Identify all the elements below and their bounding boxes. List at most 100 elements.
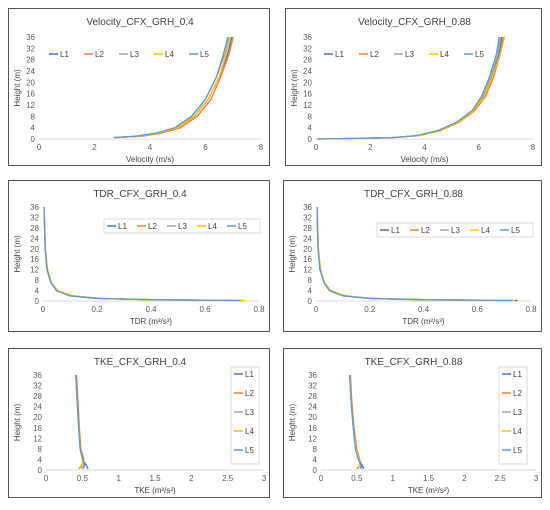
y-tick-label: 20 [308, 413, 317, 422]
chart-panel-tdr-0-4: TDR_CFX_GRH_0.4 0 4 8 12 16 20 24 28 32 36 0 0.2 0.4 0… [8, 180, 270, 332]
y-tick-label: 36 [33, 371, 42, 380]
series-line-l5 [113, 36, 229, 139]
legend-label: L5 [513, 446, 522, 455]
series-line-l5 [43, 206, 241, 302]
chart-legend: L1 L2 L3 L4 L5 [376, 222, 534, 238]
legend-label: L3 [130, 50, 139, 59]
x-tick-label: 0 [44, 474, 49, 483]
y-tick-label: 28 [303, 224, 312, 233]
x-tick-label: 0 [37, 143, 42, 152]
y-tick-label: 8 [38, 445, 43, 454]
y-axis-label: Height (m) [288, 403, 297, 441]
y-tick-label: 36 [303, 203, 312, 212]
x-tick-label: 8 [531, 143, 536, 152]
x-tick-label: 0.4 [418, 305, 430, 314]
legend-label: L4 [245, 427, 254, 436]
x-axis-label: Velocity (m/s) [400, 155, 448, 164]
legend-label: L4 [513, 427, 522, 436]
y-tick-label: 4 [308, 124, 313, 133]
y-tick-label: 16 [308, 424, 317, 433]
legend-label: L5 [245, 446, 254, 455]
legend-label: L2 [421, 226, 430, 235]
x-tick-label: 2 [368, 143, 373, 152]
legend-label: L1 [60, 50, 69, 59]
y-tick-label: 12 [30, 266, 39, 275]
y-axis-label: Height (m) [13, 403, 22, 441]
legend-label: L1 [391, 226, 400, 235]
y-tick-label: 8 [35, 276, 40, 285]
chart-panel-tdr-0-88: TDR_CFX_GRH_0.88 0 4 8 12 16 20 24 28 32 36 0 0.2 0.4… [283, 180, 542, 332]
x-tick-label: 0.8 [525, 305, 537, 314]
x-tick-label: 4 [148, 143, 153, 152]
legend-label: L3 [178, 222, 187, 231]
legend-label: L2 [370, 50, 379, 59]
y-tick-label: 8 [313, 445, 318, 454]
y-tick-label: 32 [33, 382, 42, 391]
y-tick-label: 16 [303, 255, 312, 264]
chart-legend: L1 L2 L3 L4 L5 [49, 50, 209, 59]
y-axis-label: Height (m) [13, 69, 22, 107]
chart-legend: L1 L2 L3 L4 L5 [324, 50, 484, 59]
legend-label: L4 [165, 50, 174, 59]
y-tick-label: 20 [33, 413, 42, 422]
legend-label: L5 [511, 226, 520, 235]
x-tick-label: 0.2 [364, 305, 376, 314]
y-tick-label: 36 [30, 203, 39, 212]
x-axis-label: TDR (m²/s³) [130, 317, 173, 326]
series-line-l2 [349, 374, 362, 470]
y-tick-label: 24 [33, 403, 42, 412]
y-tick-label: 36 [26, 33, 35, 42]
legend-label: L5 [200, 50, 209, 59]
x-tick-label: 0 [314, 143, 319, 152]
y-tick-label: 0 [308, 135, 313, 144]
x-tick-label: 0.4 [145, 305, 157, 314]
legend-label: L2 [245, 389, 254, 398]
x-tick-label: 2 [462, 474, 467, 483]
y-tick-label: 4 [35, 287, 40, 296]
series-line-l3 [316, 206, 505, 302]
x-tick-label: 3 [262, 474, 267, 483]
chart-panel-tke-0-4: TKE_CFX_GRH_0.4 0 4 8 12 16 20 24 28 32 36 0 0.5 1 1.5… [8, 348, 270, 498]
series-line-l5 [316, 206, 513, 302]
x-tick-label: 2.5 [495, 474, 507, 483]
x-tick-label: 0 [41, 305, 46, 314]
y-tick-label: 28 [30, 224, 39, 233]
legend-label: L3 [245, 408, 254, 417]
series-line-l5 [349, 374, 363, 469]
x-tick-label: 4 [422, 143, 427, 152]
y-tick-label: 24 [303, 234, 312, 243]
y-tick-label: 4 [308, 287, 313, 296]
x-tick-label: 2 [189, 474, 194, 483]
legend-label: L3 [513, 408, 522, 417]
x-tick-label: 1 [390, 474, 395, 483]
y-tick-label: 32 [303, 213, 312, 222]
x-tick-label: 8 [259, 143, 264, 152]
x-tick-label: 1.5 [423, 474, 435, 483]
legend-label: L3 [451, 226, 460, 235]
x-tick-label: 6 [203, 143, 208, 152]
x-tick-label: 0.5 [77, 474, 89, 483]
chart-legend: L1 L2 L3 L4 L5 [230, 366, 260, 465]
x-tick-label: 0 [319, 474, 324, 483]
chart-title: TDR_CFX_GRH_0.4 [93, 189, 187, 200]
y-tick-label: 20 [303, 78, 312, 87]
y-tick-label: 16 [30, 255, 39, 264]
y-tick-label: 32 [26, 44, 35, 53]
chart-legend: L1 L2 L3 L4 L5 [103, 218, 261, 234]
y-tick-label: 0 [308, 297, 313, 306]
y-axis-label: Height (m) [290, 69, 299, 107]
x-axis-label: TKE (m²/s²) [134, 486, 176, 495]
y-tick-label: 20 [30, 245, 39, 254]
y-tick-label: 32 [303, 44, 312, 53]
x-tick-label: 3 [534, 474, 539, 483]
series-line-l2 [75, 374, 85, 470]
y-tick-label: 4 [31, 124, 36, 133]
y-tick-label: 12 [308, 434, 317, 443]
chart-title: TKE_CFX_GRH_0.4 [94, 357, 187, 368]
series-line-l2 [316, 206, 510, 302]
y-tick-label: 28 [26, 56, 35, 65]
